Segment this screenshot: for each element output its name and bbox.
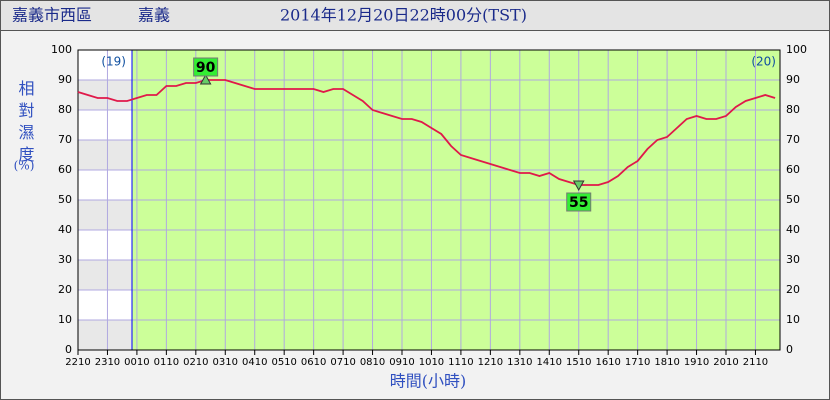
band <box>78 140 132 170</box>
x-axis-label: 時間(小時) <box>390 372 467 391</box>
band <box>78 200 132 230</box>
max-label: 90 <box>196 60 216 76</box>
x-tick-label: 0010 <box>124 357 149 368</box>
min-marker <box>572 180 585 192</box>
x-tick-label: 1610 <box>595 357 620 368</box>
data-line <box>77 79 776 186</box>
x-tick-label: 1110 <box>448 357 473 368</box>
y-tick-label: 30 <box>58 253 72 266</box>
y2-tick-label: 50 <box>786 193 800 206</box>
x-tick-label: 2310 <box>95 357 120 368</box>
y2-tick-label: 0 <box>786 343 793 356</box>
band <box>78 260 132 290</box>
x-tick-label: 1710 <box>625 357 650 368</box>
y-tick-label: 50 <box>58 193 72 206</box>
y2-tick-label: 30 <box>786 253 800 266</box>
station-name: 嘉義 <box>138 6 170 25</box>
y2-tick-label: 60 <box>786 163 800 176</box>
y-tick-label: 10 <box>58 313 72 326</box>
x-tick-label: 0310 <box>213 357 238 368</box>
y-tick-label: 0 <box>65 343 72 356</box>
day-label: (20) <box>751 55 776 69</box>
x-tick-label: 0710 <box>330 357 355 368</box>
y2-tick-label: 70 <box>786 133 800 146</box>
x-tick-label: 2010 <box>713 357 738 368</box>
title-bar <box>0 0 830 31</box>
min-label: 55 <box>569 195 588 211</box>
y-tick-label: 90 <box>58 73 72 86</box>
y-axis-unit: (%) <box>14 159 35 173</box>
x-tick-label: 0210 <box>183 357 208 368</box>
x-tick-label: 2110 <box>743 357 768 368</box>
station: 嘉義市西區 <box>12 6 92 25</box>
y2-tick-label: 40 <box>786 223 800 236</box>
x-tick-label: 1210 <box>478 357 503 368</box>
y2-tick-label: 80 <box>786 103 800 116</box>
y2-tick-label: 10 <box>786 313 800 326</box>
plot-border <box>77 49 781 351</box>
x-tick-label: 0810 <box>360 357 385 368</box>
y-tick-label: 20 <box>58 283 72 296</box>
x-tick-label: 1910 <box>684 357 709 368</box>
x-tick-label: 1010 <box>419 357 444 368</box>
y-tick-label: 70 <box>58 133 72 146</box>
band <box>78 320 132 350</box>
x-tick-label: 0410 <box>242 357 267 368</box>
chart-title: 2014年12月20日22時00分(TST) <box>280 6 527 25</box>
min-box <box>566 192 592 212</box>
x-tick-label: 0910 <box>389 357 414 368</box>
y2-tick-label: 20 <box>786 283 800 296</box>
x-tick-label: 0510 <box>271 357 296 368</box>
x-tick-label: 1810 <box>654 357 679 368</box>
max-box <box>193 57 219 77</box>
x-tick-label: 0610 <box>301 357 326 368</box>
max-marker <box>199 73 212 85</box>
x-tick-label: 1410 <box>537 357 562 368</box>
y-tick-label: 80 <box>58 103 72 116</box>
y2-tick-label: 100 <box>786 43 807 56</box>
x-tick-label: 0110 <box>154 357 179 368</box>
x-tick-label: 1310 <box>507 357 532 368</box>
y-tick-label: 40 <box>58 223 72 236</box>
x-tick-label: 1510 <box>566 357 591 368</box>
x-tick-label: 2210 <box>65 357 90 368</box>
day-label: (19) <box>101 55 126 69</box>
y-tick-label: 100 <box>51 43 72 56</box>
y-tick-label: 60 <box>58 163 72 176</box>
y2-tick-label: 90 <box>786 73 800 86</box>
y-axis-label: 相對濕度 <box>16 80 35 168</box>
